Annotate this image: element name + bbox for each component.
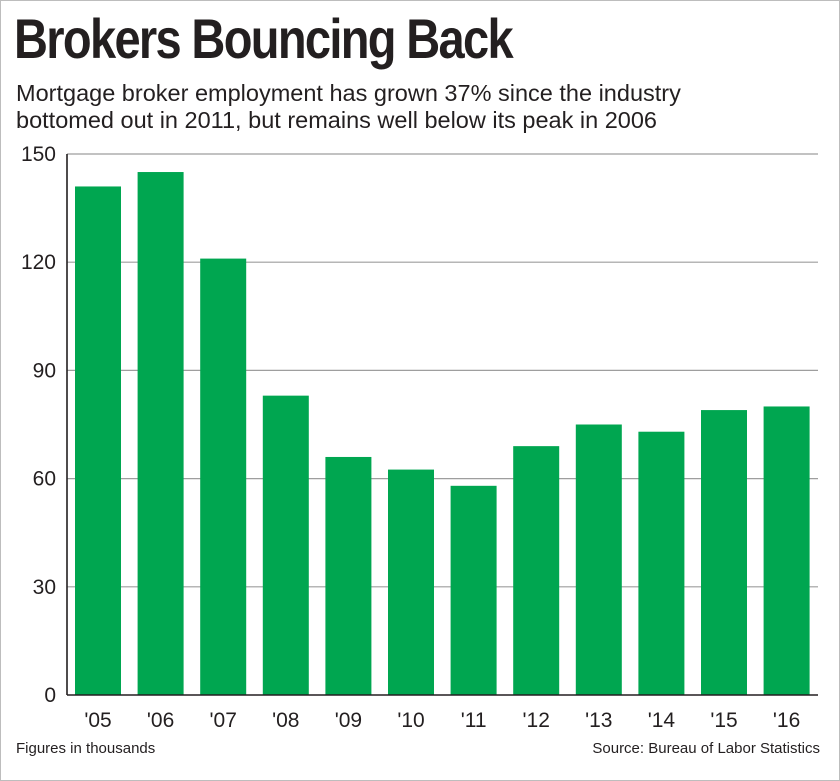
x-tick-label: '12 [523, 709, 550, 732]
bar [200, 258, 247, 695]
bar [575, 424, 622, 695]
y-tick-label: 0 [44, 684, 56, 707]
footnote-source: Source: Bureau of Labor Statistics [592, 740, 820, 757]
y-tick-label: 120 [21, 251, 56, 274]
bar [450, 485, 497, 695]
bar [75, 186, 121, 695]
x-tick-label: '09 [335, 709, 362, 732]
bar [701, 410, 747, 695]
y-tick-labels: 0 30 60 90 120 150 [21, 143, 56, 707]
chart-title: Brokers Bouncing Back [14, 7, 514, 70]
x-tick-label: '14 [648, 709, 676, 732]
x-tick-labels: '05 '06 '07 '08 '09 '10 '11 '12 '13 '14 '15 '16 [84, 709, 800, 732]
x-tick-label: '08 [272, 709, 299, 732]
bar [262, 395, 309, 695]
y-tick-label: 150 [21, 143, 56, 166]
y-tick-label: 60 [33, 468, 56, 491]
x-tick-label: '05 [84, 709, 111, 732]
bar [137, 172, 184, 696]
bar [763, 406, 810, 695]
x-tick-label: '10 [397, 709, 424, 732]
subtitle-line-1: Mortgage broker employment has grown 37%… [16, 80, 681, 106]
x-tick-label: '15 [710, 709, 737, 732]
footnote-units: Figures in thousands [16, 740, 156, 757]
axes [66, 154, 818, 696]
bar [325, 456, 372, 695]
chart-subtitle: Mortgage broker employment has grown 37%… [16, 80, 681, 134]
grid-lines [67, 153, 818, 588]
bar [388, 469, 434, 695]
x-tick-label: '11 [461, 709, 487, 732]
x-tick-label: '06 [147, 709, 174, 732]
subtitle-line-2: bottomed out in 2011, but remains well b… [16, 107, 657, 133]
x-tick-label: '13 [585, 709, 612, 732]
bar [638, 431, 685, 695]
bar [513, 446, 560, 695]
x-tick-label: '16 [773, 709, 800, 732]
bars [75, 172, 810, 696]
x-tick-label: '07 [210, 709, 237, 732]
y-tick-label: 30 [33, 576, 56, 599]
y-tick-label: 90 [33, 359, 56, 382]
